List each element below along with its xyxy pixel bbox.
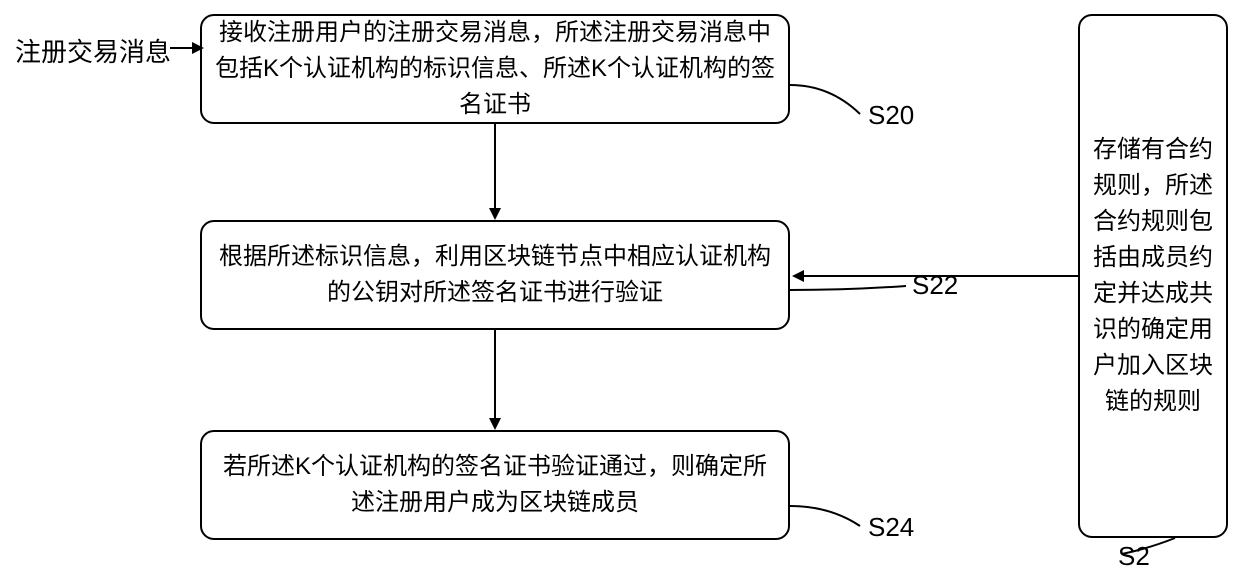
step-text-s24: 若所述K个认证机构的签名证书验证通过，则确定所述注册用户成为区块链成员 — [214, 449, 776, 521]
step-label-s24: S24 — [868, 512, 914, 543]
step-text-s22: 根据所述标识信息，利用区块链节点中相应认证机构的公钥对所述签名证书进行验证 — [214, 239, 776, 311]
side-box-s2: 存储有合约规则，所述合约规则包括由成员约定并达成共识的确定用户加入区块链的规则 — [1078, 14, 1228, 538]
arrow-s2-to-s22 — [790, 266, 1082, 286]
pointer-s24-label — [790, 498, 870, 538]
pointer-s2-label — [1130, 538, 1180, 568]
step-box-s24: 若所述K个认证机构的签名证书验证通过，则确定所述注册用户成为区块链成员 — [200, 430, 790, 540]
step-box-s22: 根据所述标识信息，利用区块链节点中相应认证机构的公钥对所述签名证书进行验证 — [200, 220, 790, 330]
arrow-s20-to-s22 — [485, 124, 505, 224]
step-box-s20: 接收注册用户的注册交易消息，所述注册交易消息中包括K个认证机构的标识信息、所述K… — [200, 14, 790, 124]
arrow-s22-to-s24 — [485, 330, 505, 434]
pointer-s22-label — [790, 288, 914, 308]
side-box-text: 存储有合约规则，所述合约规则包括由成员约定并达成共识的确定用户加入区块链的规则 — [1086, 132, 1220, 420]
step-text-s20: 接收注册用户的注册交易消息，所述注册交易消息中包括K个认证机构的标识信息、所述K… — [214, 15, 776, 123]
step-label-s20: S20 — [868, 100, 914, 131]
pointer-s20-label — [790, 80, 870, 120]
input-label: 注册交易消息 — [15, 32, 185, 69]
arrow-input-to-s20 — [170, 40, 210, 60]
